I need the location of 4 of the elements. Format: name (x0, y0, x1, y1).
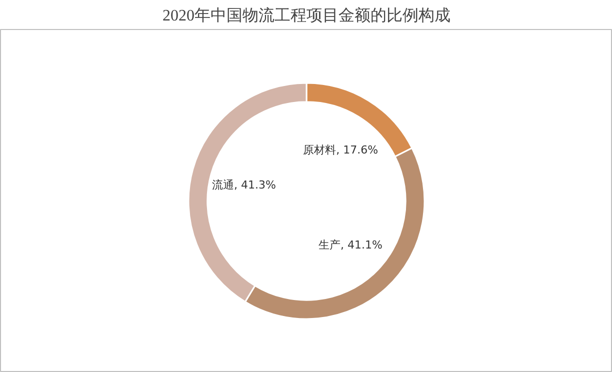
slice-label: 原材料, 17.6% (303, 144, 378, 157)
slice-label: 流通, 41.3% (212, 178, 276, 192)
slice-label: 生产, 41.1% (318, 238, 382, 252)
chart-title: 2020年中国物流工程项目金额的比例构成 (162, 6, 450, 24)
